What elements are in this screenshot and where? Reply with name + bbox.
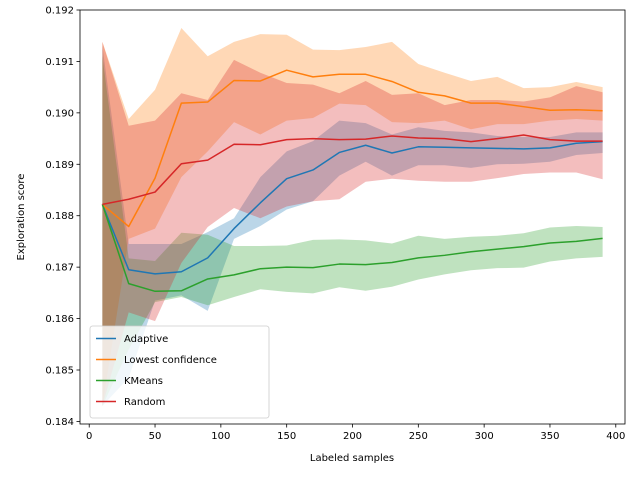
x-tick-label: 200 bbox=[343, 431, 362, 442]
legend-label-lowest-confidence: Lowest confidence bbox=[124, 355, 217, 366]
band-random bbox=[102, 41, 603, 406]
legend-label-random: Random bbox=[124, 397, 165, 408]
legend: Adaptive Lowest confidence KMeans Random bbox=[89, 325, 270, 419]
band-lowest-confidence bbox=[102, 28, 603, 406]
series-lines bbox=[101, 69, 603, 293]
band-adaptive bbox=[102, 46, 603, 406]
y-tick-label: 0.190 bbox=[45, 108, 74, 119]
x-tick-label: 50 bbox=[149, 431, 162, 442]
y-tick-label: 0.191 bbox=[45, 57, 74, 68]
y-tick-label: 0.188 bbox=[45, 211, 74, 222]
y-axis-label: Exploration score bbox=[16, 174, 27, 261]
x-tick-label: 350 bbox=[540, 431, 559, 442]
x-tick-label: 150 bbox=[277, 431, 296, 442]
line-lowest-confidence bbox=[101, 69, 603, 228]
legend-label-adaptive: Adaptive bbox=[124, 334, 168, 345]
y-tick-label: 0.189 bbox=[45, 160, 74, 171]
y-tick-label: 0.186 bbox=[45, 314, 74, 325]
y-axis-ticks: 0.184 0.185 0.186 0.187 0.188 0.189 0.190 0.191… bbox=[45, 6, 80, 428]
confidence-bands bbox=[102, 28, 603, 406]
y-tick-label: 0.184 bbox=[45, 417, 74, 428]
line-random bbox=[102, 134, 603, 206]
line-kmeans bbox=[101, 204, 603, 293]
x-tick-label: 400 bbox=[606, 431, 625, 442]
x-tick-label: 300 bbox=[475, 431, 494, 442]
x-tick-label: 100 bbox=[211, 431, 230, 442]
line-adaptive bbox=[101, 140, 603, 275]
legend-box bbox=[89, 325, 270, 419]
x-axis-label: Labeled samples bbox=[310, 453, 394, 464]
y-tick-label: 0.185 bbox=[45, 366, 74, 377]
x-tick-label: 250 bbox=[409, 431, 428, 442]
y-tick-label: 0.187 bbox=[45, 263, 74, 274]
x-axis-ticks: 0 50 100 150 200 250 300 350 400 bbox=[86, 424, 625, 442]
y-tick-label: 0.192 bbox=[45, 6, 74, 17]
x-tick-label: 0 bbox=[86, 431, 92, 442]
legend-label-kmeans: KMeans bbox=[124, 376, 163, 387]
